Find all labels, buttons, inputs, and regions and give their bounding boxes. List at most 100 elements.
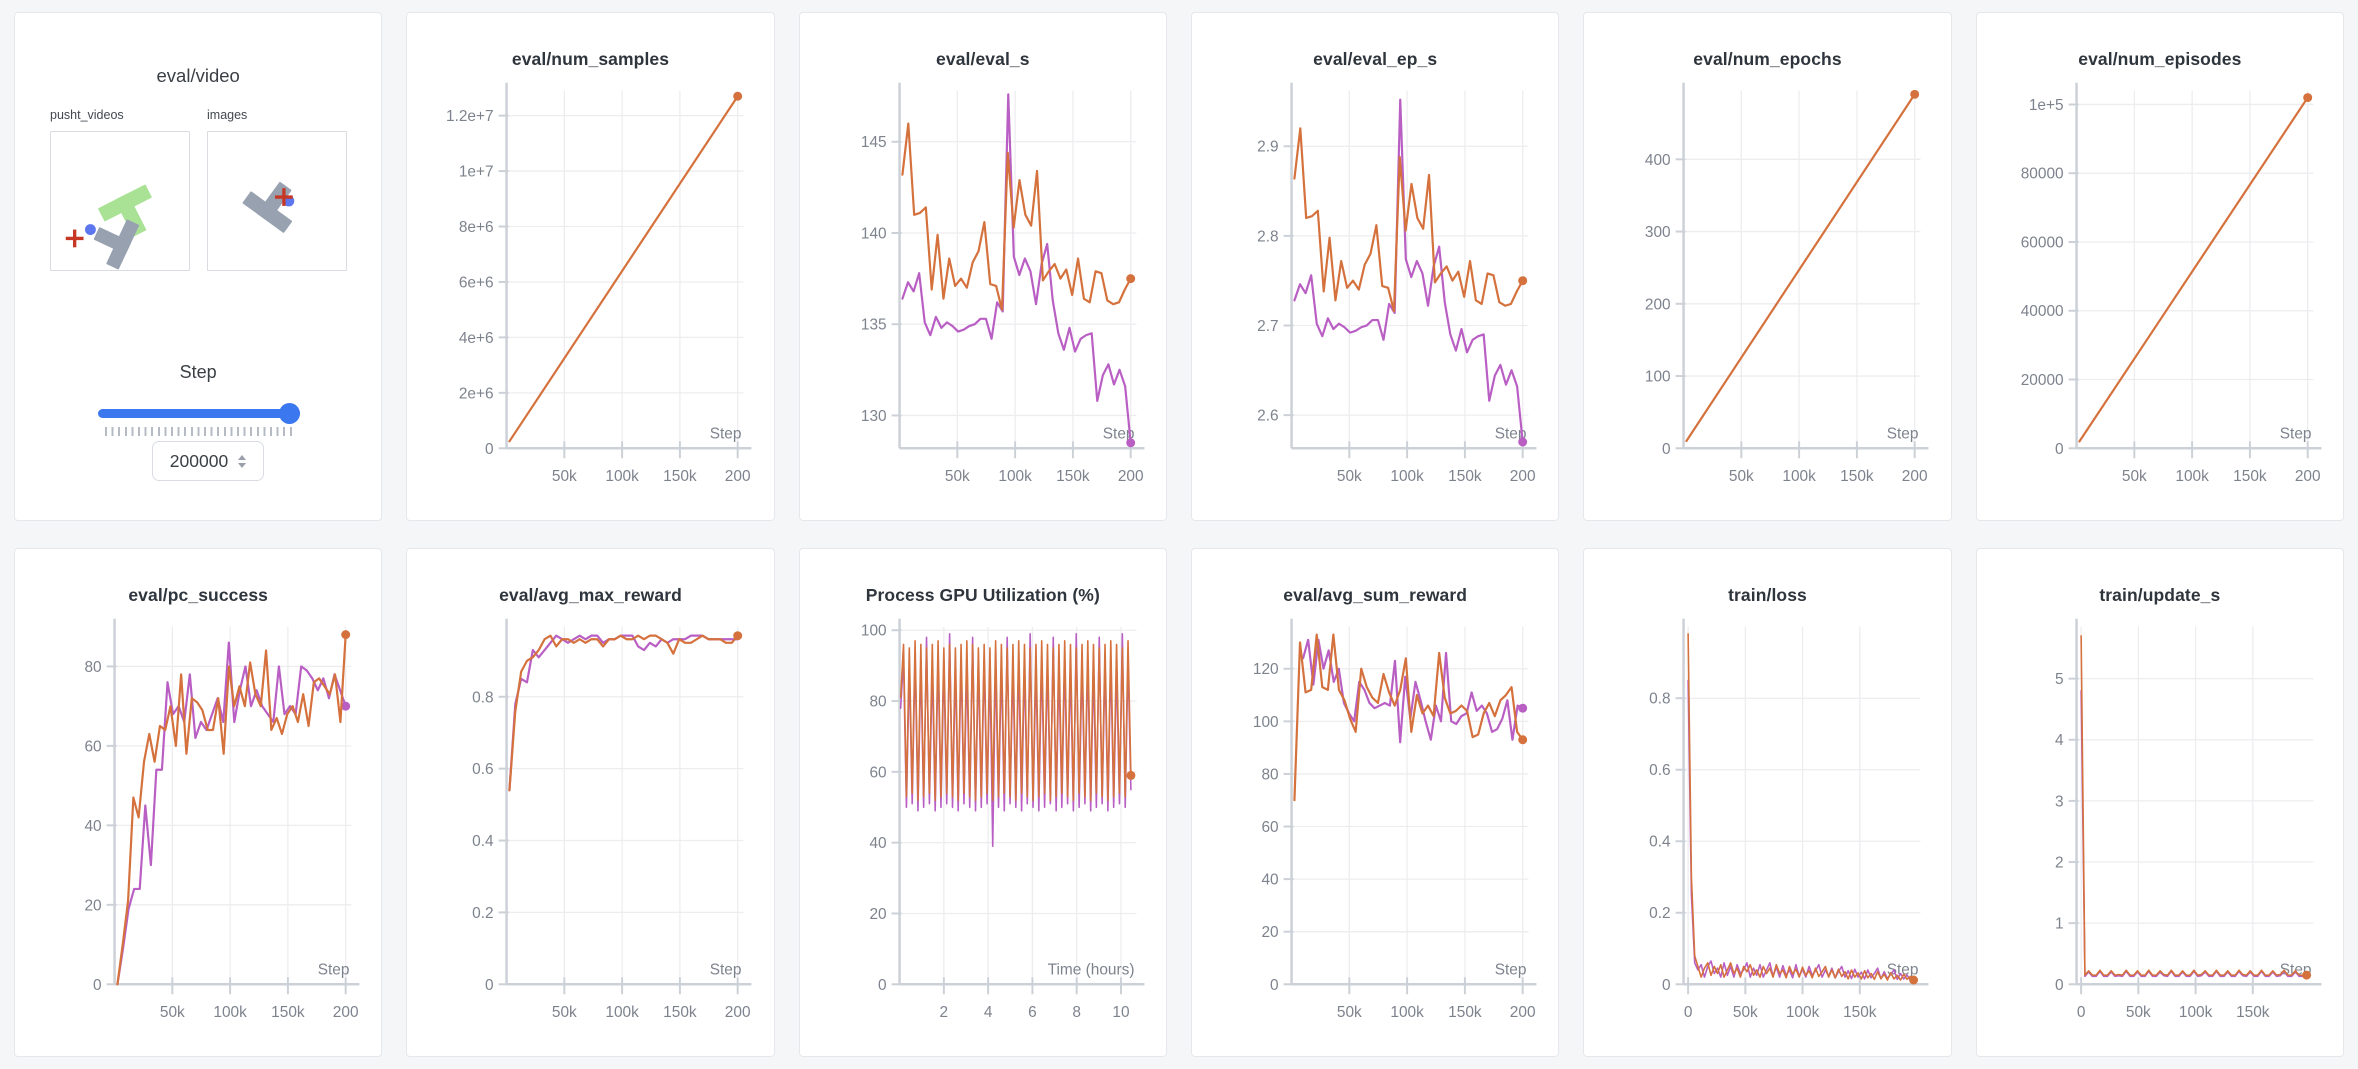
- chart-plot[interactable]: 0 20 40 60 80 100 2 4 6 8 10 Time (hours): [800, 549, 1166, 1056]
- y-tick-label: 0: [1662, 977, 1671, 994]
- series-end-dot-run-orange: [1909, 975, 1919, 985]
- series-end-dot-run-orange: [1518, 735, 1528, 745]
- x-tick-label: 100k: [1390, 1004, 1424, 1021]
- series-line-run-purple: [508, 634, 740, 792]
- x-tick-label: 150k: [664, 468, 698, 485]
- y-tick-label: 0: [878, 977, 887, 994]
- media-label: images: [207, 108, 248, 122]
- x-tick-label: 6: [1028, 1004, 1037, 1021]
- x-tick-label: 150k: [664, 1004, 698, 1021]
- media-cell-images: images: [207, 108, 348, 271]
- y-tick-label: 0: [1662, 441, 1671, 458]
- chart-panel-train-update-s[interactable]: train/update_s 0 1 2 3 4 5 0 50k 100k 150k Step: [1975, 548, 2344, 1057]
- chart-panel-eval-eval-ep-s[interactable]: eval/eval_ep_s 2.6 2.7 2.8 2.9 50k 100k 150k 200…: [1191, 12, 1560, 521]
- x-tick-label: 50k: [2126, 1004, 2151, 1021]
- chart-panel-eval-num-epochs[interactable]: eval/num_epochs 0 100 200 300 400 50k 100k 150k 2…: [1583, 12, 1952, 521]
- chart-panel-eval-pc-success[interactable]: eval/pc_success 0 20 40 60 80 50k 100k 150k 200 St…: [14, 548, 383, 1057]
- series-line-run-orange: [116, 633, 347, 986]
- chart-title: Process GPU Utilization (%): [865, 585, 1100, 605]
- x-tick-label: 100k: [2179, 1004, 2213, 1021]
- media-panel-eval-video[interactable]: eval/video pusht_videos: [14, 12, 383, 521]
- chart-panel-eval-eval-s[interactable]: eval/eval_s 130 135 140 145 50k 100k 150k 200 Ste…: [798, 12, 1167, 521]
- y-tick-label: 5: [2055, 671, 2064, 688]
- chart-plot[interactable]: 0 0.2 0.4 0.6 0.8 50k 100k 150k 200 Step: [407, 549, 773, 1056]
- step-down-icon[interactable]: [238, 462, 247, 468]
- step-value: 200000: [169, 450, 229, 471]
- chart-plot[interactable]: 2.6 2.7 2.8 2.9 50k 100k 150k 200 Step: [1192, 13, 1558, 520]
- step-up-icon[interactable]: [238, 454, 247, 460]
- chart-panel-eval-avg-sum-reward[interactable]: eval/avg_sum_reward 0 20 40 60 80 100 120 50k 100…: [1191, 548, 1560, 1057]
- y-tick-label: 80000: [2020, 166, 2063, 183]
- x-axis-caption: Step: [1102, 425, 1134, 442]
- video-thumbnail-pusht[interactable]: [50, 131, 190, 271]
- image-thumbnail[interactable]: [207, 131, 347, 271]
- x-tick-label: 150k: [1841, 468, 1875, 485]
- y-tick-label: 100: [1645, 369, 1671, 386]
- x-axis-caption: Step: [1495, 961, 1527, 978]
- y-tick-label: 0: [485, 441, 494, 458]
- chart-panel-eval-num-samples[interactable]: eval/num_samples 0 2e+6 4e+6 6e+6 8e+6 1e+7 1.2…: [406, 12, 775, 521]
- chart-title: eval/num_epochs: [1693, 49, 1842, 69]
- chart-title: train/update_s: [2099, 585, 2221, 605]
- y-tick-label: 0: [1270, 977, 1279, 994]
- x-tick-label: 100k: [1390, 468, 1424, 485]
- series-line-run-purple: [2079, 690, 2308, 978]
- panel-title: eval/video: [156, 65, 240, 86]
- chart-plot[interactable]: 0 20 40 60 80 50k 100k 150k 200 Step: [15, 549, 381, 1056]
- x-tick-label: 2: [939, 1004, 948, 1021]
- y-tick-label: 300: [1645, 224, 1671, 241]
- x-tick-label: 150k: [271, 1004, 305, 1021]
- x-tick-label: 50k: [1337, 1004, 1362, 1021]
- y-tick-label: 80: [1261, 766, 1278, 783]
- chart-plot[interactable]: 0 100 200 300 400 50k 100k 150k 200 Step: [1584, 13, 1950, 520]
- chart-panel-eval-num-episodes[interactable]: eval/num_episodes 0 20000 40000 60000 80000 1e…: [1975, 12, 2344, 521]
- pusht-image-icon: [242, 181, 295, 233]
- step-slider[interactable]: [98, 403, 300, 425]
- slider-thumb[interactable]: [279, 403, 300, 424]
- stepper-arrows-icon[interactable]: [238, 454, 247, 468]
- chart-plot[interactable]: 0 20 40 60 80 100 120 50k 100k 150k 200 Step: [1192, 549, 1558, 1056]
- chart-plot[interactable]: 130 135 140 145 50k 100k 150k 200 Step: [800, 13, 1166, 520]
- chart-title: eval/num_episodes: [2078, 49, 2242, 69]
- step-number-input[interactable]: 200000: [152, 441, 264, 481]
- x-tick-label: 100k: [606, 468, 640, 485]
- chart-title: train/loss: [1728, 585, 1807, 605]
- x-tick-label: 50k: [1337, 468, 1362, 485]
- series-end-dot-run-orange: [733, 91, 743, 101]
- series-end-dot-run-orange: [2301, 970, 2311, 980]
- x-tick-label: 200: [1117, 468, 1143, 485]
- series-end-dot-run-orange: [2302, 93, 2312, 103]
- slider-track[interactable]: [98, 409, 300, 418]
- y-tick-label: 0: [2055, 441, 2064, 458]
- y-tick-label: 6e+6: [459, 274, 494, 291]
- x-tick-label: 150k: [1056, 468, 1090, 485]
- chart-panel-train-loss[interactable]: train/loss 0 0.2 0.4 0.6 0.8 0 50k 100k 150k Step: [1583, 548, 1952, 1057]
- pusht-scene-icon: [65, 184, 152, 270]
- chart-title: eval/num_samples: [511, 49, 670, 69]
- y-tick-label: 2.9: [1257, 139, 1278, 156]
- y-tick-label: 0.4: [472, 833, 494, 850]
- series-end-dot-run-orange: [1910, 89, 1920, 99]
- x-tick-label: 50k: [1729, 468, 1754, 485]
- series-end-dot-run-orange: [1518, 276, 1528, 286]
- y-tick-label: 0: [93, 977, 102, 994]
- x-tick-label: 50k: [1733, 1004, 1758, 1021]
- x-tick-label: 50k: [945, 468, 970, 485]
- y-tick-label: 135: [861, 317, 887, 334]
- y-tick-label: 1e+5: [2029, 97, 2064, 114]
- y-tick-label: 20: [84, 897, 101, 914]
- x-tick-label: 100k: [1786, 1004, 1820, 1021]
- y-tick-label: 40: [84, 818, 101, 835]
- chart-plot[interactable]: 0 20000 40000 60000 80000 1e+5 50k 100k 150k 200 S…: [1977, 13, 2343, 520]
- y-tick-label: 60: [84, 738, 101, 755]
- chart-panel-eval-avg-max-reward[interactable]: eval/avg_max_reward 0 0.2 0.4 0.6 0.8 50k 100k 1…: [406, 548, 775, 1057]
- chart-plot[interactable]: 0 2e+6 4e+6 6e+6 8e+6 1e+7 1.2e+7 50k 100k 150k 20…: [407, 13, 773, 520]
- y-tick-label: 40: [869, 835, 886, 852]
- y-tick-label: 145: [861, 134, 887, 151]
- y-tick-label: 3: [2055, 793, 2064, 810]
- chart-panel-process-gpu-utilization-[interactable]: Process GPU Utilization (%) 0 20 40 60 80 100 2…: [798, 548, 1167, 1057]
- y-tick-label: 60: [869, 764, 886, 781]
- x-tick-label: 150k: [2233, 468, 2267, 485]
